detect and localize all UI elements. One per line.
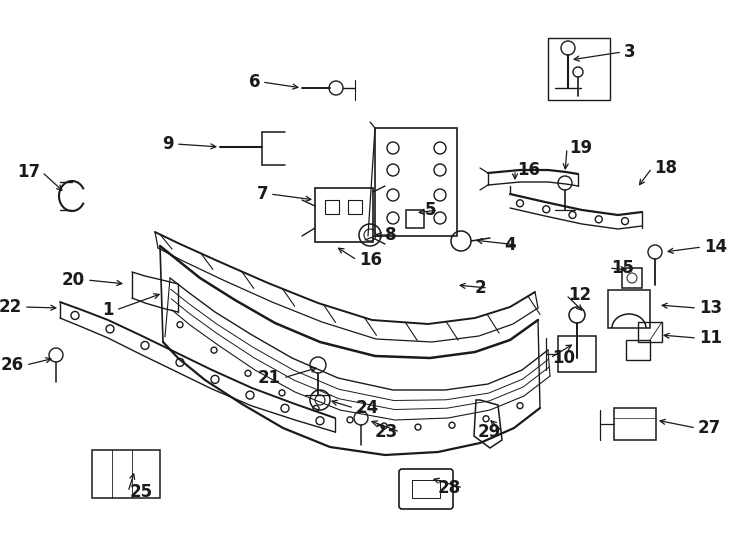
Text: 19: 19 <box>569 139 592 157</box>
Bar <box>348 200 362 214</box>
Text: 5: 5 <box>424 201 436 219</box>
Text: 29: 29 <box>478 423 501 441</box>
Text: 12: 12 <box>568 286 591 304</box>
Bar <box>375 128 457 236</box>
Bar <box>626 340 650 360</box>
Text: 13: 13 <box>699 299 722 317</box>
Text: 3: 3 <box>624 43 636 61</box>
Bar <box>548 38 610 100</box>
Text: 15: 15 <box>611 259 634 277</box>
Text: 16: 16 <box>517 161 540 179</box>
Bar <box>608 290 650 328</box>
Bar <box>315 188 373 242</box>
Text: 14: 14 <box>704 238 727 256</box>
Bar <box>622 268 642 288</box>
Bar <box>614 408 656 440</box>
Text: 11: 11 <box>699 329 722 347</box>
Bar <box>92 450 160 498</box>
Text: 6: 6 <box>249 73 260 91</box>
Bar <box>558 336 596 372</box>
Text: 9: 9 <box>162 135 174 153</box>
Text: 16: 16 <box>359 251 382 269</box>
Text: 4: 4 <box>504 236 516 254</box>
Text: 7: 7 <box>256 185 268 203</box>
Text: 10: 10 <box>552 349 575 367</box>
Text: 8: 8 <box>385 226 396 244</box>
Bar <box>406 210 424 228</box>
Text: 27: 27 <box>698 419 722 437</box>
Bar <box>325 200 339 214</box>
Text: 23: 23 <box>375 423 398 441</box>
Text: 17: 17 <box>17 163 40 181</box>
Text: 28: 28 <box>438 479 461 497</box>
Text: 22: 22 <box>0 298 22 316</box>
Text: 21: 21 <box>258 369 281 387</box>
Text: 18: 18 <box>654 159 677 177</box>
Text: 26: 26 <box>1 356 24 374</box>
Text: 24: 24 <box>356 399 379 417</box>
Text: 20: 20 <box>62 271 85 289</box>
Bar <box>638 322 662 342</box>
Text: 25: 25 <box>130 483 153 501</box>
Text: 2: 2 <box>474 279 486 297</box>
Text: 1: 1 <box>103 301 114 319</box>
